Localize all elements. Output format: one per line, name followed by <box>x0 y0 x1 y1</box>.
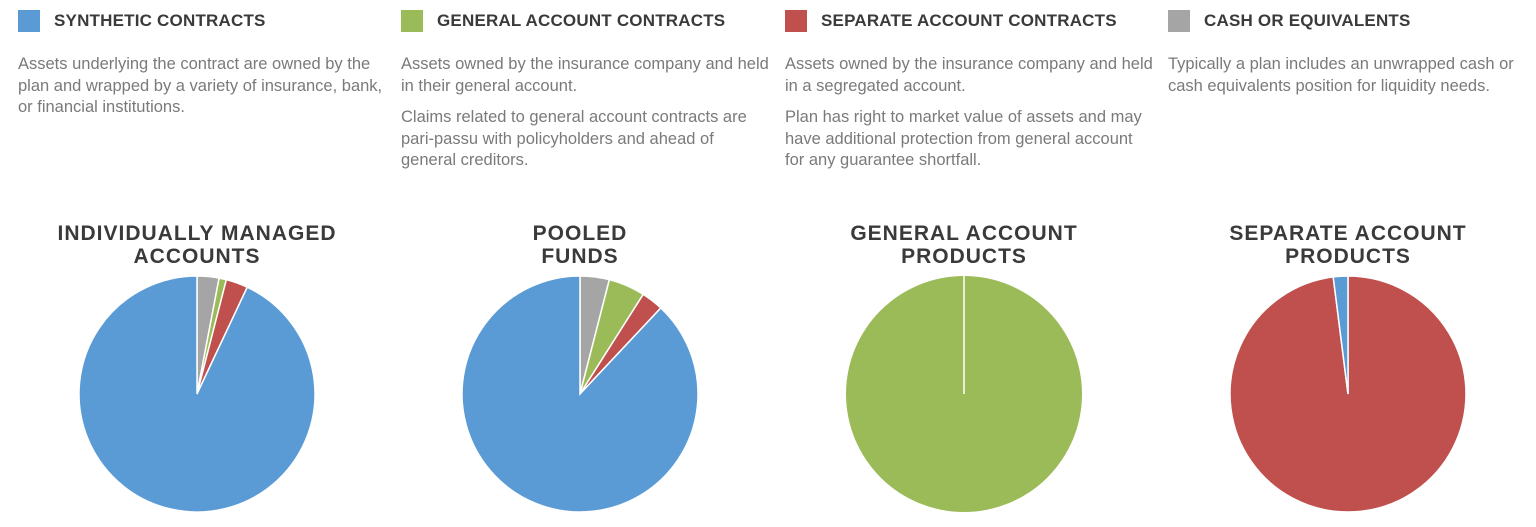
description-paragraph: Typically a plan includes an unwrapped c… <box>1168 55 1514 95</box>
chart-title: INDIVIDUALLY MANAGED ACCOUNTS <box>17 222 377 268</box>
legend-swatch <box>1168 10 1190 32</box>
chart-title-line: PRODUCTS <box>901 245 1027 268</box>
chart-title-line: FUNDS <box>541 245 619 268</box>
chart-title-line: SEPARATE ACCOUNT <box>1229 222 1467 245</box>
legend-column: GENERAL ACCOUNT CONTRACTS Assets owned by… <box>401 0 771 182</box>
description-paragraph: Assets owned by the insurance company an… <box>401 55 769 95</box>
chart-title: GENERAL ACCOUNT PRODUCTS <box>784 222 1144 268</box>
description-paragraph: Assets underlying the contract are owned… <box>18 55 383 116</box>
legend-swatch <box>18 10 40 32</box>
description-paragraph: Assets owned by the insurance company an… <box>785 55 1153 95</box>
legend-description: Typically a plan includes an unwrapped c… <box>1168 54 1536 97</box>
legend-swatch <box>401 10 423 32</box>
chart-title: POOLED FUNDS <box>400 222 760 268</box>
pie-chart <box>1229 275 1467 513</box>
legend-item: CASH OR EQUIVALENTS <box>1168 10 1536 32</box>
description-paragraph: Claims related to general account contra… <box>401 108 747 169</box>
legend-column: SEPARATE ACCOUNT CONTRACTS Assets owned b… <box>785 0 1155 182</box>
pie-chart <box>78 275 316 513</box>
chart-title: SEPARATE ACCOUNT PRODUCTS <box>1168 222 1528 268</box>
description-paragraph: Plan has right to market value of assets… <box>785 108 1142 169</box>
chart-title-line: INDIVIDUALLY MANAGED <box>57 222 337 245</box>
chart-title-line: GENERAL ACCOUNT <box>850 222 1078 245</box>
pie-chart <box>461 275 699 513</box>
legend-description: Assets underlying the contract are owned… <box>18 54 388 119</box>
pie-chart <box>846 276 1082 512</box>
legend-item: SEPARATE ACCOUNT CONTRACTS <box>785 10 1155 32</box>
legend-label: SYNTHETIC CONTRACTS <box>54 11 266 30</box>
chart-title-line: PRODUCTS <box>1285 245 1411 268</box>
chart-title-line: POOLED <box>532 222 628 245</box>
legend-swatch <box>785 10 807 32</box>
pie-slice <box>1332 275 1349 395</box>
legend-description: Assets owned by the insurance company an… <box>785 54 1155 172</box>
chart-title-line: ACCOUNTS <box>133 245 261 268</box>
legend-column: SYNTHETIC CONTRACTS Assets underlying the… <box>18 0 388 129</box>
legend-description: Assets owned by the insurance company an… <box>401 54 771 172</box>
legend-column: CASH OR EQUIVALENTS Typically a plan incl… <box>1168 0 1536 107</box>
pie-slice <box>78 275 316 513</box>
legend-label: GENERAL ACCOUNT CONTRACTS <box>437 11 726 30</box>
legend-label: CASH OR EQUIVALENTS <box>1204 11 1411 30</box>
legend-label: SEPARATE ACCOUNT CONTRACTS <box>821 11 1117 30</box>
pie-slice <box>461 275 699 513</box>
legend-item: SYNTHETIC CONTRACTS <box>18 10 388 32</box>
legend-item: GENERAL ACCOUNT CONTRACTS <box>401 10 771 32</box>
